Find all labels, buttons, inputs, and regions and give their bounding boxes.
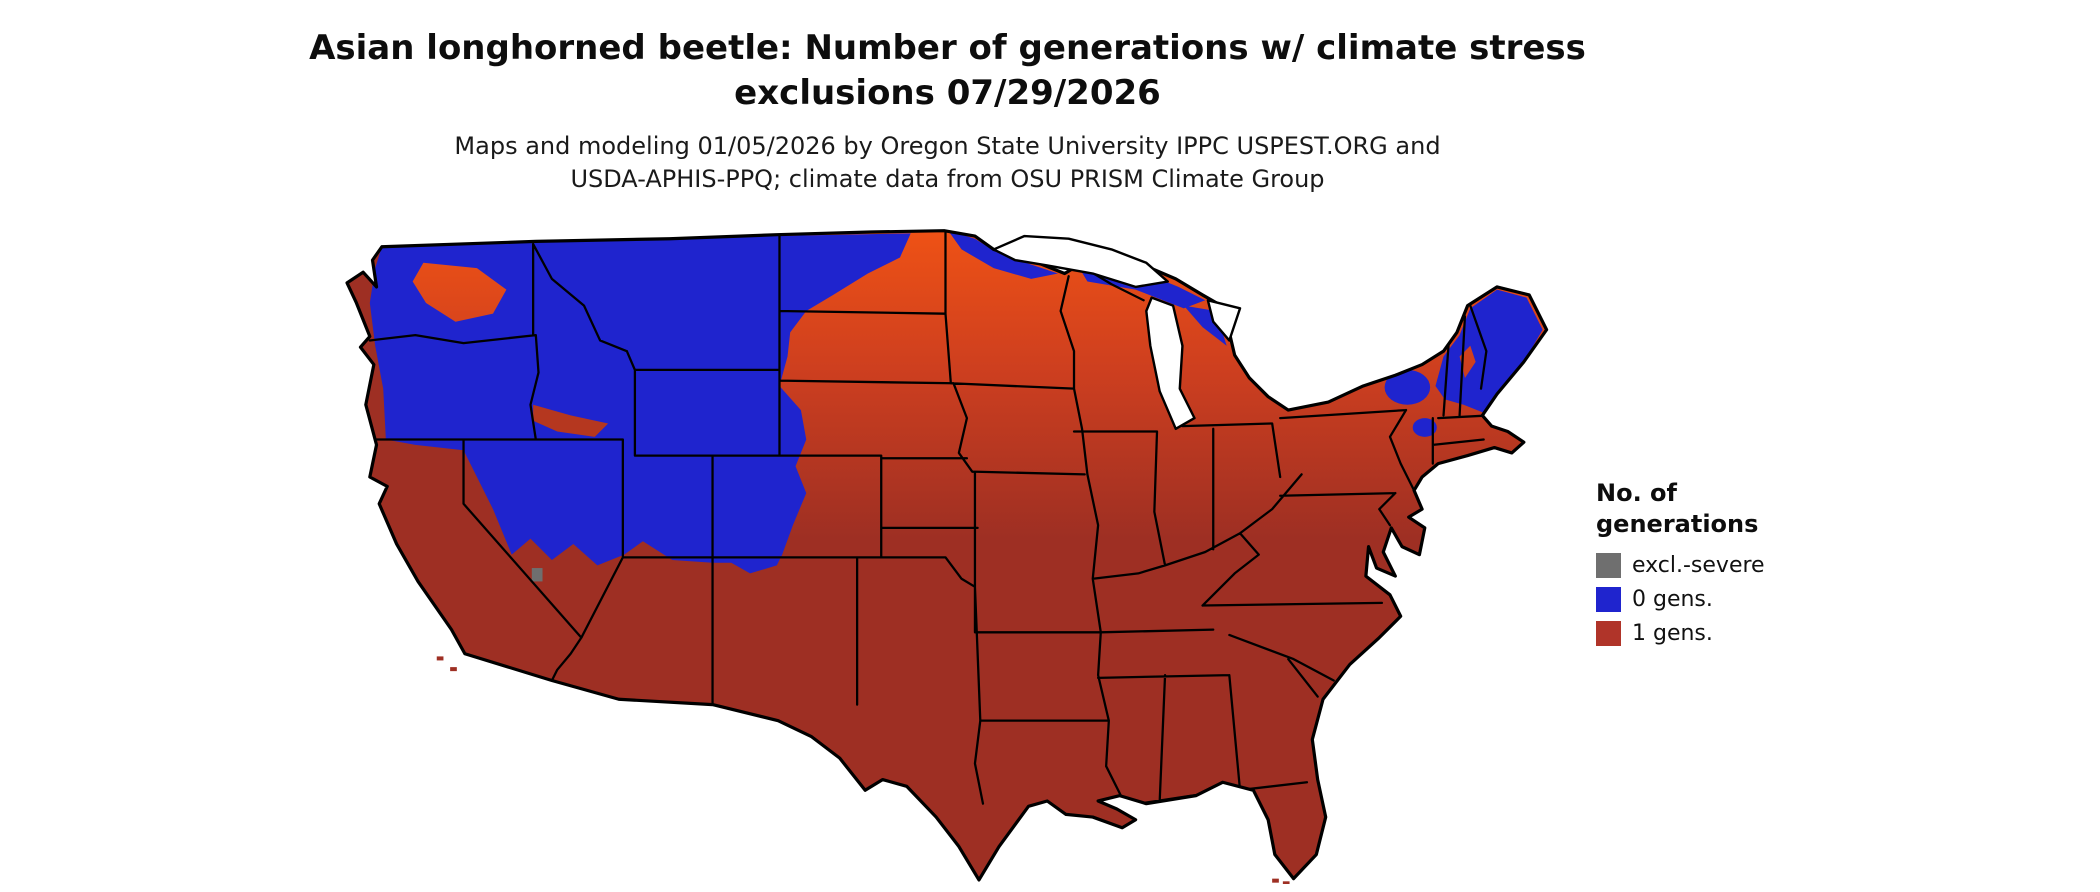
legend-label-excl-severe: excl.-severe <box>1632 553 1765 579</box>
legend-swatch-excl-severe <box>1596 553 1621 579</box>
title-line-2: exclusions 07/29/2026 <box>734 72 1161 113</box>
us-map-container <box>335 228 1560 884</box>
lake-michigan <box>1145 296 1196 431</box>
channel-island <box>436 656 444 661</box>
page-title: Asian longhorned beetle: Number of gener… <box>0 26 1895 116</box>
lake-huron <box>1206 299 1242 342</box>
legend-item-0-gens: 0 gens. <box>1596 587 1836 613</box>
legend-item-excl-severe: excl.-severe <box>1596 553 1836 579</box>
region-zero-generations-west <box>369 233 911 574</box>
legend-title: No. of generations <box>1596 478 1836 539</box>
legend-title-line-2: generations <box>1596 509 1759 538</box>
us-outline <box>345 229 1549 882</box>
region-excluded-severe-nevada <box>531 568 543 582</box>
subtitle-line-1: Maps and modeling 01/05/2026 by Oregon S… <box>454 131 1441 160</box>
title-line-1: Asian longhorned beetle: Number of gener… <box>309 28 1586 68</box>
legend-label-0-gens: 0 gens. <box>1632 587 1713 613</box>
channel-island <box>450 667 457 672</box>
state-borders <box>368 230 1491 805</box>
us-map <box>345 229 1549 884</box>
florida-keys-island <box>1272 878 1279 883</box>
lake-superior <box>992 234 1169 289</box>
florida-keys-island <box>1282 881 1290 884</box>
region-snake-river-plain <box>533 404 609 437</box>
legend-label-1-gens: 1 gens. <box>1632 621 1713 647</box>
page-subtitle: Maps and modeling 01/05/2026 by Oregon S… <box>0 130 1895 197</box>
region-zero-generations-new-england <box>1435 289 1543 413</box>
legend-title-line-1: No. of <box>1596 479 1677 507</box>
subtitle-line-2: USDA-APHIS-PPQ; climate data from OSU PR… <box>570 165 1325 194</box>
legend: No. of generations excl.-severe 0 gens. … <box>1596 478 1836 655</box>
legend-item-1-gens: 1 gens. <box>1596 621 1836 647</box>
region-orange-central-washington <box>412 262 507 322</box>
legend-swatch-0-gens <box>1596 587 1621 613</box>
region-zero-generations-berkshires <box>1412 418 1437 437</box>
region-zero-generations-adirondacks <box>1384 369 1431 405</box>
header: Asian longhorned beetle: Number of gener… <box>0 0 1895 197</box>
legend-swatch-1-gens <box>1596 621 1621 647</box>
